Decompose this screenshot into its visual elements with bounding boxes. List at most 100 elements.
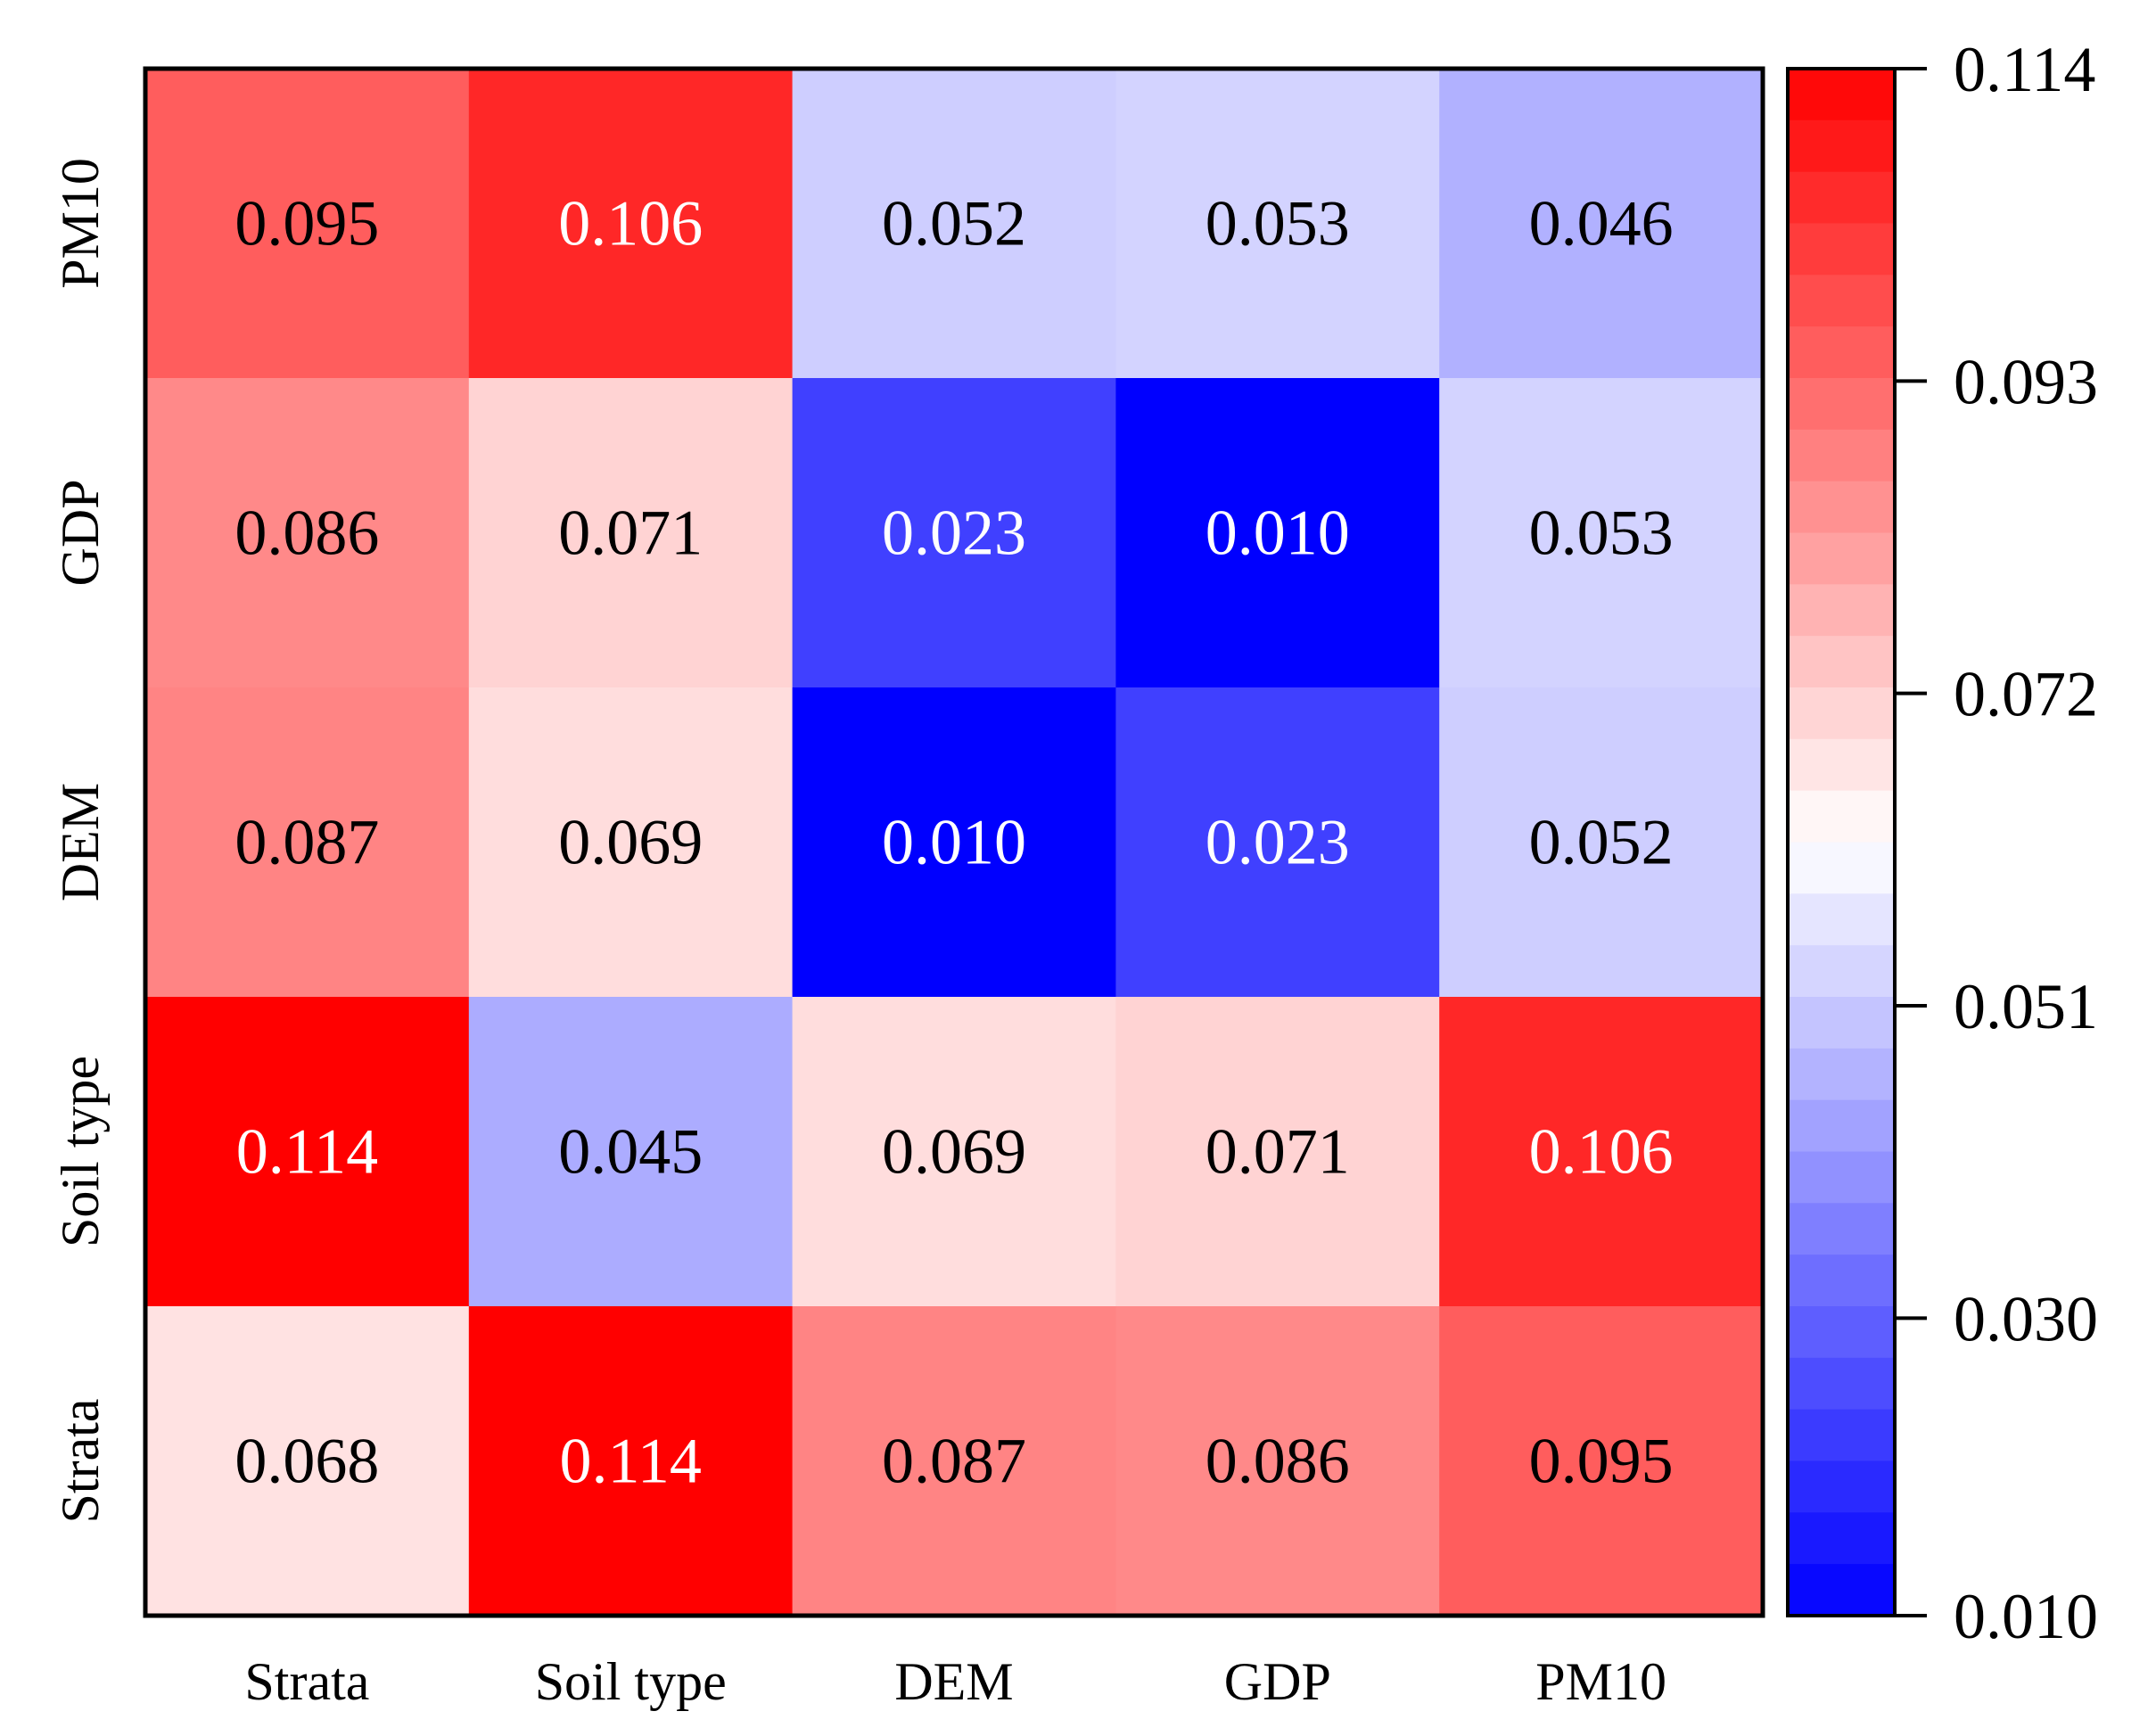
cell-value-label: 0.010 <box>1206 498 1350 569</box>
heatmap-cell-strata-dem <box>792 1306 1116 1617</box>
y-axis-labels: PM10 GDP DEM Soil type Strata <box>51 158 110 1523</box>
colorbar-level <box>1788 945 1895 998</box>
cell-value-label: 0.069 <box>882 1116 1026 1188</box>
heatmap-cell-soil-type-strata <box>145 997 470 1307</box>
cell-value-label: 0.069 <box>558 807 703 878</box>
heatmap-cell-strata-gdp <box>1115 1306 1440 1617</box>
colorbar-tick-label: 0.114 <box>1954 34 2095 105</box>
colorbar-level <box>1788 481 1895 534</box>
cell-value-label: 0.068 <box>235 1426 379 1497</box>
colorbar-level <box>1788 893 1895 946</box>
cell-value-label: 0.106 <box>558 188 703 259</box>
x-tick-label-soil-type: Soil type <box>535 1652 727 1711</box>
heatmap-cell-pm10-pm10 <box>1439 69 1764 379</box>
colorbar-level <box>1788 842 1895 894</box>
colorbar-level <box>1788 429 1895 482</box>
cell-value-label: 0.053 <box>1529 498 1674 569</box>
colorbar-level <box>1788 687 1895 740</box>
y-tick-label-pm10: PM10 <box>51 158 110 289</box>
heatmap-cell-soil-type-soil-type <box>468 997 794 1307</box>
cell-value-label: 0.086 <box>235 498 379 569</box>
heatmap-cell-strata-soil-type <box>468 1306 794 1617</box>
y-tick-label-gdp: GDP <box>51 479 110 586</box>
colorbar-level <box>1788 997 1895 1049</box>
colorbar-level <box>1788 69 1895 121</box>
colorbar-level <box>1788 1306 1895 1359</box>
heatmap-cell-dem-pm10 <box>1439 687 1764 998</box>
heatmap-cell-gdp-dem <box>792 378 1116 688</box>
colorbar-level <box>1788 1409 1895 1462</box>
colorbar-tick-label: 0.010 <box>1954 1581 2098 1652</box>
x-axis-labels: Strata Soil type DEM GDP PM10 <box>244 1652 1666 1711</box>
colorbar-level <box>1788 1099 1895 1153</box>
colorbar-level <box>1788 1048 1895 1101</box>
heatmap-cell-dem-strata <box>145 687 470 998</box>
heatmap-cell-dem-dem <box>792 687 1116 998</box>
cell-value-label: 0.086 <box>1206 1426 1350 1497</box>
heatmap-cell-gdp-strata <box>145 378 470 688</box>
heatmap-cell-dem-gdp <box>1115 687 1440 998</box>
cell-value-label: 0.045 <box>558 1116 703 1188</box>
colorbar-level <box>1788 275 1895 327</box>
colorbar-level <box>1788 738 1895 792</box>
cell-value-label: 0.114 <box>560 1426 702 1497</box>
cell-value-label: 0.046 <box>1529 188 1674 259</box>
cell-value-label: 0.087 <box>235 807 379 878</box>
x-tick-label-gdp: GDP <box>1224 1652 1331 1711</box>
colorbar-level <box>1788 1203 1895 1255</box>
heatmap-cell-soil-type-gdp <box>1115 997 1440 1307</box>
cell-value-label: 0.023 <box>1206 807 1350 878</box>
heatmap-cell-gdp-pm10 <box>1439 378 1764 688</box>
colorbar-level <box>1788 1564 1895 1617</box>
colorbar-level <box>1788 790 1895 843</box>
heatmap-cell-pm10-gdp <box>1115 69 1440 379</box>
heatmap-cell-pm10-strata <box>145 69 470 379</box>
cell-value-label: 0.052 <box>1529 807 1674 878</box>
colorbar-level <box>1788 532 1895 585</box>
cell-value-label: 0.087 <box>882 1426 1026 1497</box>
colorbar-level <box>1788 1512 1895 1565</box>
cell-value-label: 0.095 <box>235 188 379 259</box>
colorbar-frame <box>1786 67 1897 1617</box>
heatmap-cell-soil-type-pm10 <box>1439 997 1764 1307</box>
cell-value-label: 0.071 <box>558 498 703 569</box>
colorbar-tick-label: 0.030 <box>1954 1283 2098 1354</box>
colorbar-level <box>1788 1357 1895 1411</box>
colorbar-level <box>1788 1460 1895 1513</box>
colorbar-level <box>1788 584 1895 637</box>
heatmap-cell-strata-strata <box>145 1306 470 1617</box>
heatmap-cell-dem-soil-type <box>468 687 794 998</box>
colorbar: 0.114 0.093 0.072 0.051 0.030 0.010 <box>1786 34 2098 1652</box>
cell-value-label: 0.052 <box>882 188 1026 259</box>
colorbar-level <box>1788 1255 1895 1307</box>
cell-value-label: 0.106 <box>1529 1116 1674 1188</box>
colorbar-level <box>1788 223 1895 276</box>
cell-value-label: 0.023 <box>882 498 1026 569</box>
colorbar-tick-label: 0.072 <box>1954 659 2098 730</box>
heatmap-cell-gdp-gdp <box>1115 378 1440 688</box>
cell-value-label: 0.053 <box>1206 188 1350 259</box>
heatmap-cell-soil-type-dem <box>792 997 1116 1307</box>
x-tick-label-strata: Strata <box>244 1652 369 1711</box>
cell-value-label: 0.010 <box>882 807 1026 878</box>
y-tick-label-dem: DEM <box>51 783 110 901</box>
y-tick-label-soil-type: Soil type <box>51 1056 110 1247</box>
colorbar-level <box>1788 378 1895 431</box>
colorbar-level <box>1788 326 1895 379</box>
y-tick-label-strata: Strata <box>51 1399 110 1524</box>
x-tick-label-dem: DEM <box>894 1652 1013 1711</box>
plot-frame <box>143 66 1765 1618</box>
heatmap-cell-gdp-soil-type <box>468 378 794 688</box>
x-tick-label-pm10: PM10 <box>1535 1652 1666 1711</box>
cell-value-label: 0.071 <box>1206 1116 1350 1188</box>
colorbar-level <box>1788 636 1895 688</box>
heatmap-cell-pm10-dem <box>792 69 1116 379</box>
colorbar-level <box>1788 1151 1895 1204</box>
cell-value-label: 0.095 <box>1529 1426 1674 1497</box>
colorbar-tick-label: 0.051 <box>1954 971 2098 1042</box>
heatmap-cells: 0.095 0.106 0.052 0.053 0.046 0.086 0.071 0.023… <box>145 69 1764 1617</box>
heatmap-cell-strata-pm10 <box>1439 1306 1764 1617</box>
colorbar-tick-label: 0.093 <box>1954 346 2098 417</box>
